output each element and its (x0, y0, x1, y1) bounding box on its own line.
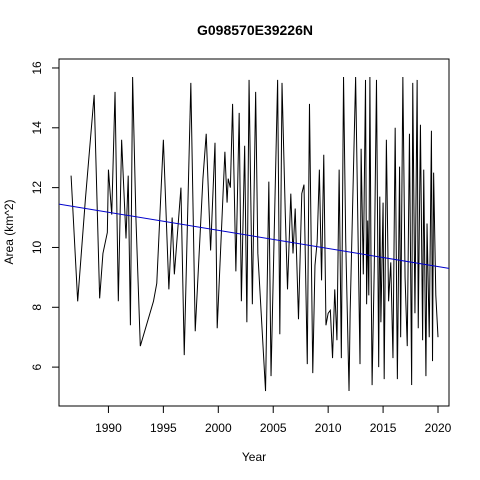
x-axis-label: Year (242, 450, 266, 464)
x-tick-label-1995: 1995 (150, 421, 177, 435)
y-axis: 6 8 10 12 14 16 (30, 61, 59, 370)
trend-line (59, 203, 449, 269)
y-tick-label-14: 14 (30, 121, 44, 135)
x-tick-label-2005: 2005 (260, 421, 287, 435)
x-tick-label-2020: 2020 (425, 421, 452, 435)
plot-frame (58, 58, 450, 407)
area-series-line (70, 76, 439, 392)
y-tick-label-6: 6 (30, 363, 44, 370)
y-axis-label: Area (km^2) (2, 200, 16, 265)
x-tick-label-2000: 2000 (205, 421, 232, 435)
x-tick-label-2015: 2015 (370, 421, 397, 435)
y-tick-label-8: 8 (30, 304, 44, 311)
y-tick-label-16: 16 (30, 61, 44, 75)
x-tick-label-2010: 2010 (315, 421, 342, 435)
chart-title: G098570E39226N (197, 22, 313, 38)
plot-area (59, 76, 449, 392)
y-tick-label-10: 10 (30, 240, 44, 254)
x-axis: 1990 1995 2000 2005 2010 2015 2020 (95, 406, 452, 435)
y-tick-label-12: 12 (30, 181, 44, 195)
x-tick-label-1990: 1990 (95, 421, 122, 435)
